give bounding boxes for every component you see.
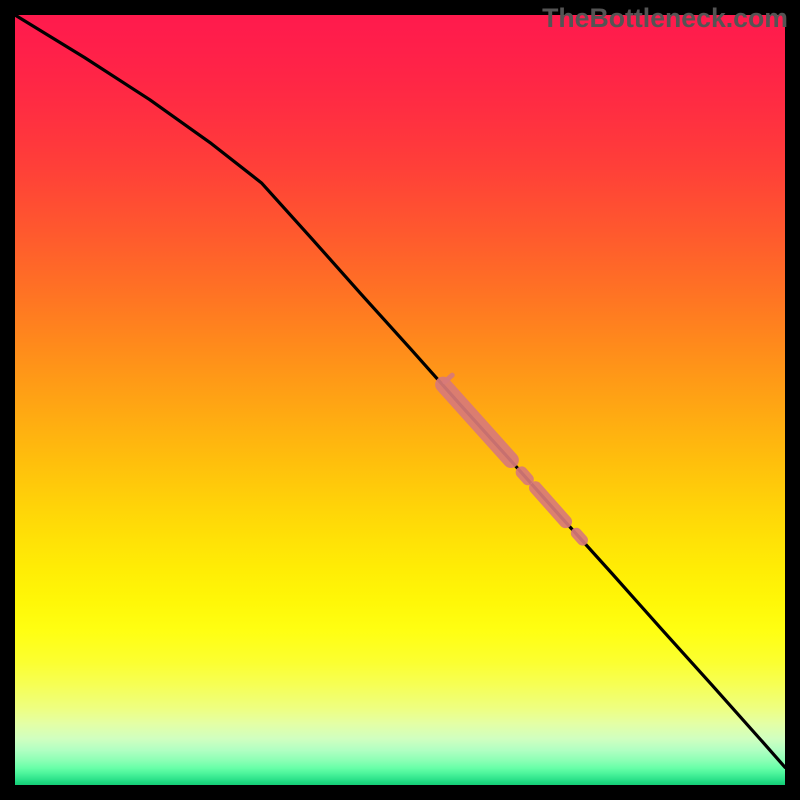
- overlay-blob-3: [576, 533, 582, 540]
- overlay-blob-1: [522, 472, 528, 479]
- plot-svg: [15, 15, 785, 785]
- plot-area: [15, 15, 785, 785]
- gradient-background: [15, 15, 785, 785]
- chart-stage: TheBottleneck.com: [0, 0, 800, 800]
- watermark-text: TheBottleneck.com: [542, 3, 788, 34]
